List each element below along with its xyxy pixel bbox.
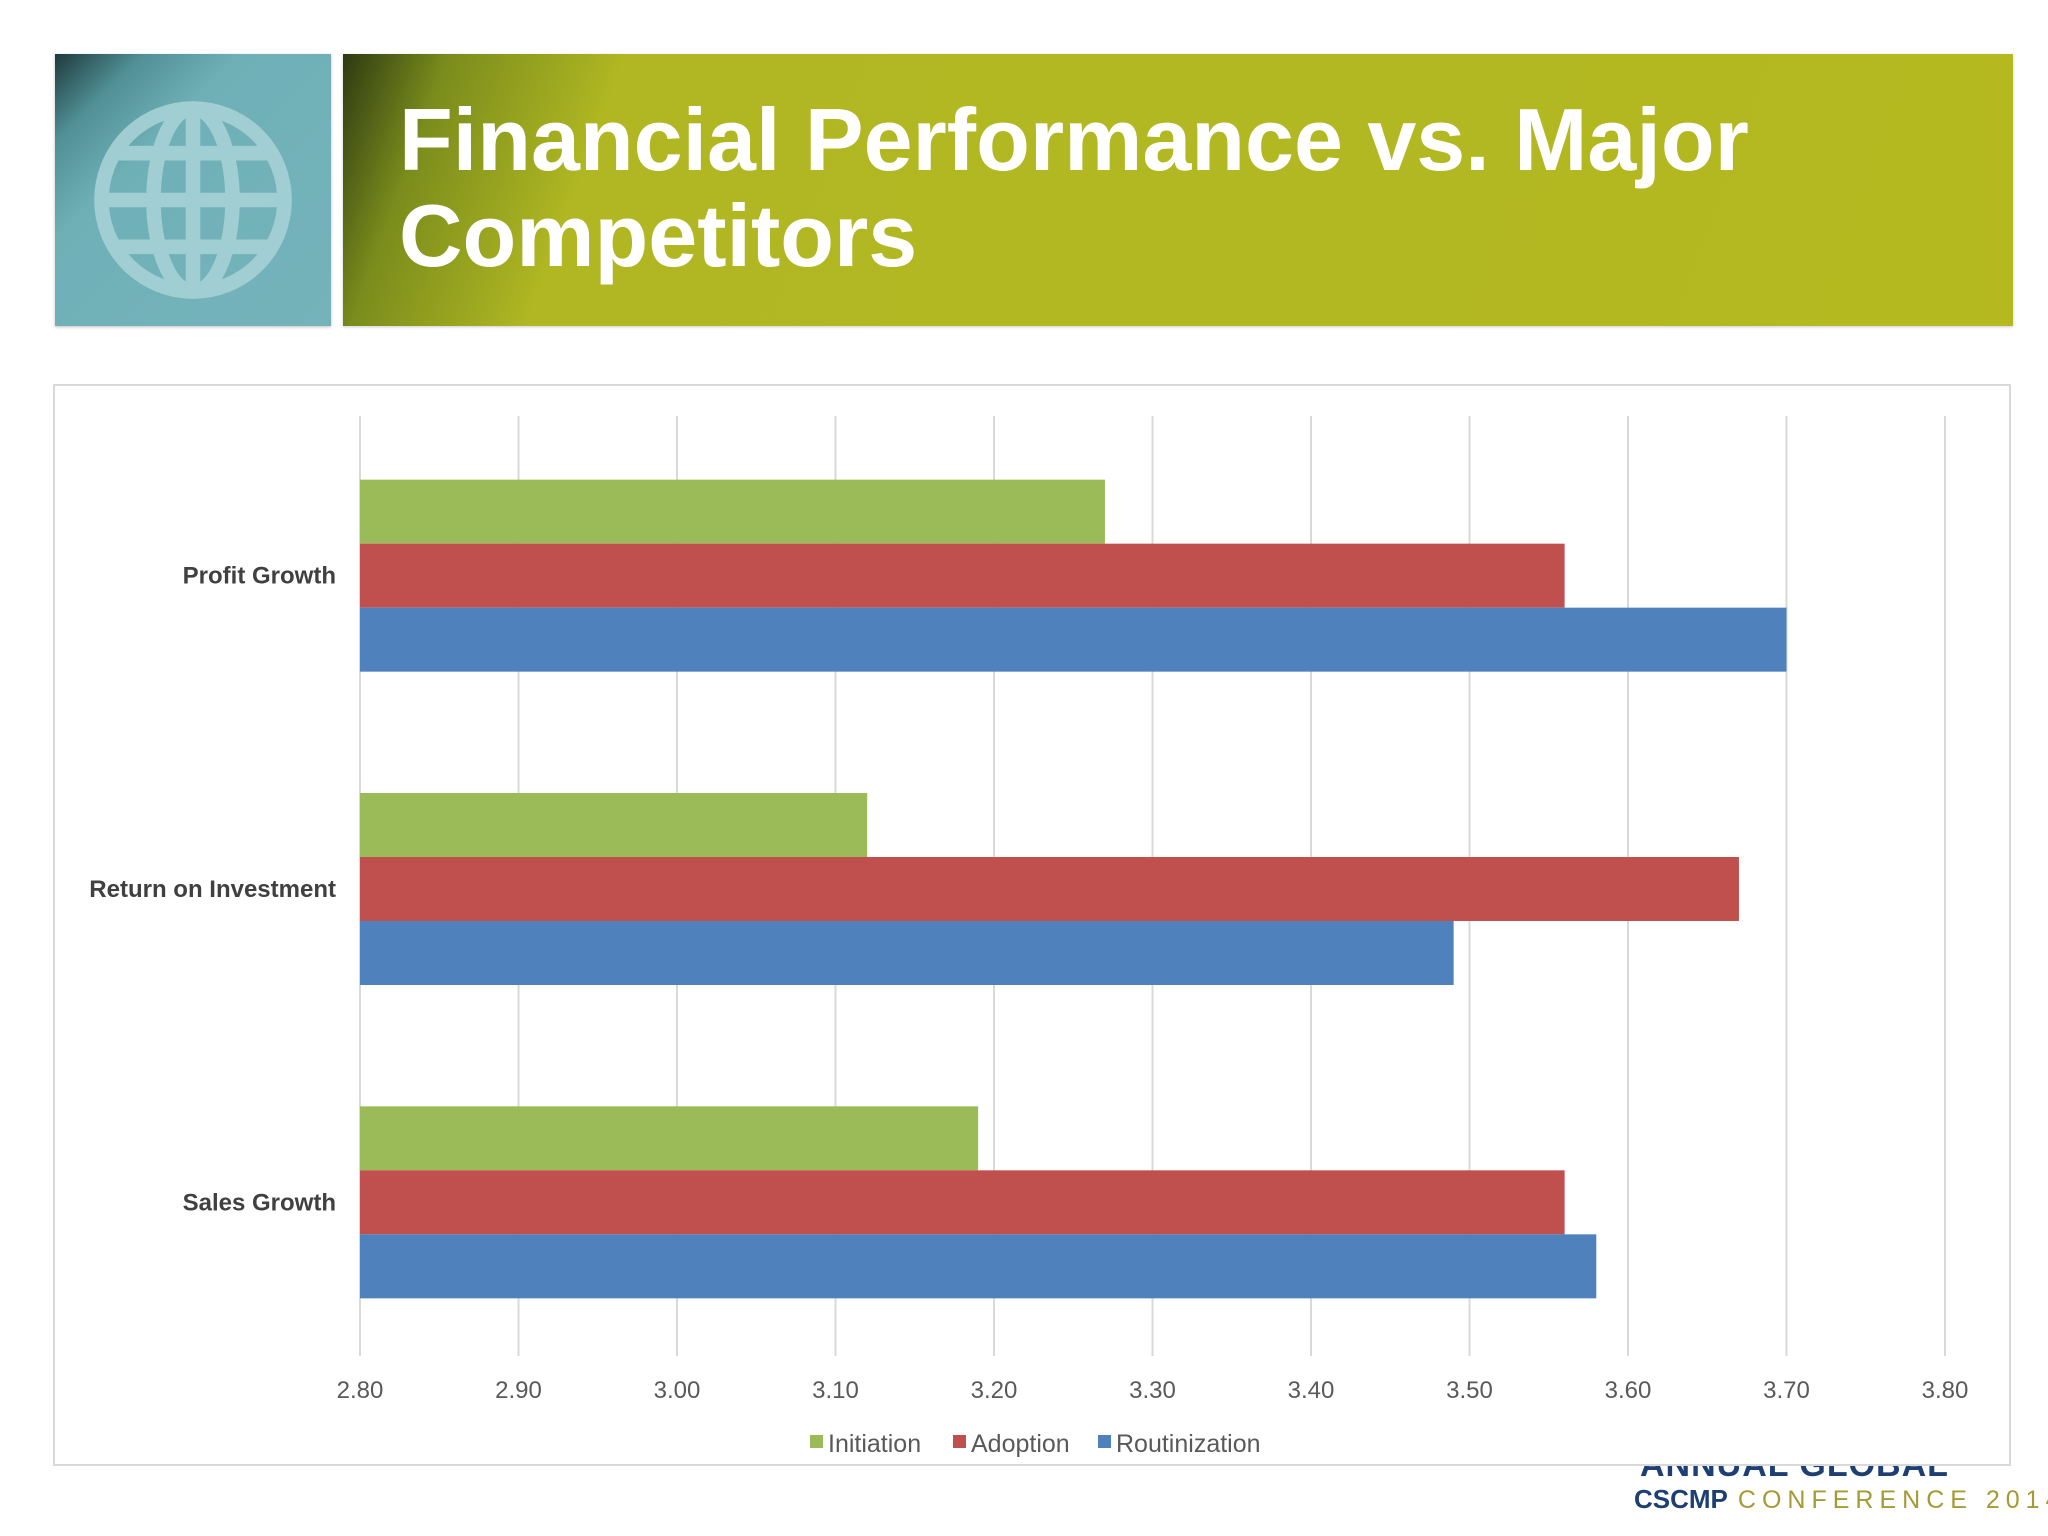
x-tick-label: 3.80 [1922, 1377, 1969, 1404]
legend-label: Adoption [971, 1430, 1070, 1458]
bar-chart: 2.80 2.90 3.00 3.10 3.20 3.30 3.40 3.50 3.60 3.70… [89, 416, 1969, 1458]
bar-initiation [360, 793, 868, 857]
x-tick-label: 3.20 [971, 1377, 1018, 1404]
bar-adoption [360, 857, 1739, 921]
bar-initiation [360, 479, 1105, 544]
chart-area: 2.80 2.90 3.00 3.10 3.20 3.30 3.40 3.50 3.60 3.70… [53, 384, 2011, 1466]
logo-top-text-cropped: ANNUAL GLOBAL [1630, 1466, 2020, 1482]
x-tick-label: 3.70 [1763, 1377, 1810, 1404]
bar-routinization [360, 607, 1787, 672]
legend-label: Initiation [828, 1430, 921, 1458]
logo-event: CONFERENCE 2014 [1737, 1486, 2048, 1514]
legend-swatch-routinization [1098, 1435, 1111, 1448]
x-tick-label: 3.60 [1605, 1377, 1652, 1404]
logo-bottom-row: CSCMP CONFERENCE 2014 [1634, 1484, 2048, 1515]
bar-routinization [360, 921, 1454, 985]
x-tick-label: 3.30 [1129, 1377, 1176, 1404]
x-tick-label: 2.80 [337, 1377, 384, 1404]
x-tick-label: 3.00 [654, 1377, 701, 1404]
bar-adoption [360, 1170, 1565, 1235]
logo-top-text: ANNUAL GLOBAL [1640, 1466, 1949, 1482]
globe-icon [94, 101, 292, 299]
category-label: Profit Growth [183, 563, 336, 590]
bar-initiation [360, 1106, 979, 1171]
legend-label: Routinization [1116, 1430, 1261, 1458]
bar-routinization [360, 1234, 1597, 1299]
legend-swatch-initiation [810, 1435, 823, 1448]
x-tick-label: 3.50 [1446, 1377, 1493, 1404]
conference-logo: ANNUAL GLOBAL CSCMP CONFERENCE 2014 [1630, 1466, 2048, 1526]
x-tick-label: 3.10 [812, 1377, 859, 1404]
header-icon-box [55, 54, 331, 326]
category-label: Sales Growth [183, 1189, 336, 1216]
bar-adoption [360, 543, 1565, 608]
logo-org: CSCMP [1634, 1484, 1728, 1514]
legend-swatch-adoption [953, 1435, 966, 1448]
x-tick-label: 3.40 [1288, 1377, 1335, 1404]
title-bar: Financial Performance vs. Major Competit… [343, 54, 2013, 326]
category-label: Return on Investment [89, 876, 336, 903]
x-tick-label: 2.90 [495, 1377, 542, 1404]
page-title: Financial Performance vs. Major Competit… [399, 90, 1749, 285]
